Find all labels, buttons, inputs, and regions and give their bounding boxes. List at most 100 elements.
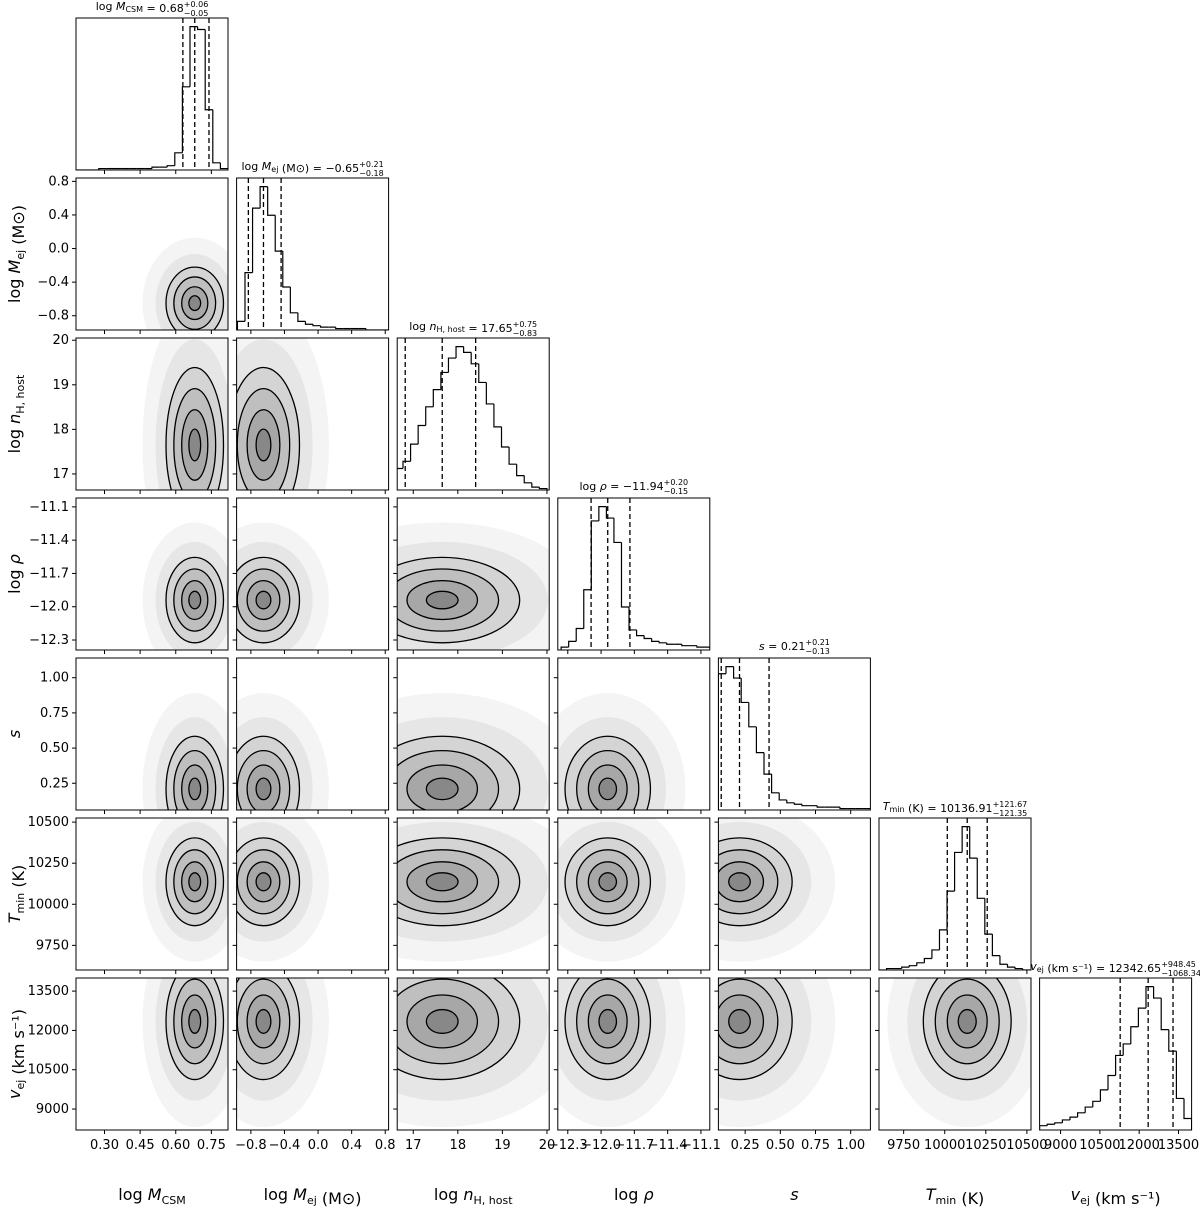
panel-frame [236, 177, 390, 331]
density-contour [564, 735, 652, 810]
error-minus: −1068.34 [1161, 969, 1200, 978]
x-tick-label: 18 [450, 1138, 467, 1153]
histogram-bin [1046, 1123, 1055, 1126]
histogram-bin [259, 186, 268, 209]
panel-frame [396, 817, 550, 971]
y-tick-label: 0.50 [40, 741, 69, 756]
x-tick-label: 1.00 [836, 1138, 865, 1153]
label-variable: s [5, 730, 24, 738]
error-plus: +948.45 [1161, 960, 1196, 969]
panel-title: Tmin (K) = 10136.91+121.67 −121.35 [883, 800, 1028, 818]
density-contour [236, 978, 313, 1101]
density-contour [188, 1008, 202, 1034]
histogram-bin [740, 678, 749, 704]
equals: = [607, 480, 623, 493]
density-contour [425, 1008, 459, 1034]
panel [397, 693, 550, 810]
label-prefix: log [5, 564, 24, 593]
histogram-bin [613, 518, 622, 544]
x-tick-label: 0.0 [308, 1138, 329, 1153]
x-axis-label: vej (km s⁻¹) [1071, 1185, 1161, 1208]
histogram-bin [620, 542, 630, 608]
histogram-bin [463, 346, 472, 353]
y-tick-label: 17 [52, 467, 69, 482]
histogram-bin [961, 826, 970, 853]
label-variable: T [883, 800, 891, 813]
x-axis-label: log MCSM [118, 1185, 185, 1207]
y-axis-label: log nH, host [5, 374, 27, 453]
x-tick-label: −11.4 [648, 1138, 688, 1153]
density-contour [142, 978, 228, 1128]
panel [1039, 978, 1192, 1130]
histogram-bin [931, 949, 940, 959]
label-suffix: (km s⁻¹) [1044, 962, 1093, 975]
panel-frame [396, 337, 550, 491]
panel-frame [75, 337, 229, 491]
error-minus: −0.15 [664, 487, 689, 496]
histogram-bin [1054, 1122, 1063, 1125]
label-prefix: log [96, 0, 116, 13]
histogram-bin [938, 929, 948, 950]
histogram-bin [335, 327, 344, 330]
histogram-bin [568, 640, 577, 648]
median-label: −11.94 [623, 480, 664, 493]
panel-frame [75, 177, 229, 331]
panel [236, 338, 329, 490]
density-contour [425, 777, 459, 801]
equals: = [924, 802, 940, 815]
histogram-bin [274, 215, 283, 252]
density-contour [165, 735, 225, 810]
panel [142, 237, 228, 330]
label-variable: s [759, 640, 765, 653]
panel-frame [236, 337, 390, 491]
density-contour [425, 590, 459, 610]
y-tick-label: 9750 [36, 938, 69, 953]
histogram-bin [763, 752, 772, 775]
panel-frame [557, 977, 711, 1131]
label-variable: T [5, 912, 24, 923]
panel [142, 338, 228, 490]
histogram-bin [1175, 1051, 1184, 1100]
histogram-bin [605, 506, 614, 519]
x-tick-label: −11.1 [681, 1138, 721, 1153]
label-variable: ρ [5, 554, 24, 564]
panel [397, 522, 550, 650]
panel-frame [717, 817, 871, 971]
panel-frame [396, 657, 550, 811]
histogram-bin [189, 26, 198, 87]
panel [397, 818, 550, 962]
label-subscript: CSM [125, 5, 143, 14]
x-tick-label: 0.25 [731, 1138, 760, 1153]
label-variable: M [5, 259, 24, 273]
histogram-bin [901, 966, 910, 969]
error-plus: +0.21 [805, 638, 830, 647]
x-tick-label: 0.50 [766, 1138, 795, 1153]
label-suffix: (M⊙) [9, 205, 28, 250]
panel-frame [557, 817, 711, 971]
label-prefix: log [5, 273, 24, 302]
median-label: 10136.91 [940, 802, 993, 815]
histogram-bin [793, 802, 802, 805]
density-contour [188, 295, 202, 312]
y-tick-label: −11.7 [29, 566, 69, 581]
histogram-bin [560, 646, 569, 650]
histogram-bin [417, 424, 426, 445]
histogram-bin [516, 464, 525, 477]
histogram-bin [733, 666, 742, 679]
histogram-bin [485, 382, 494, 405]
x-tick-label: 0.75 [801, 1138, 830, 1153]
y-tick-label: 18 [52, 422, 69, 437]
histogram-bin [470, 352, 479, 365]
equals: = [143, 2, 159, 15]
x-tick-label: −12.0 [581, 1138, 621, 1153]
panel [879, 818, 1031, 970]
panel [718, 658, 871, 810]
histogram-bin [1168, 1029, 1177, 1052]
y-axis-label: Tmin (K) [5, 865, 28, 924]
panel [236, 818, 329, 962]
panel [557, 818, 686, 962]
density-contour [397, 978, 548, 1101]
histogram-bin [219, 162, 228, 170]
y-tick-label: 10000 [28, 897, 69, 912]
histogram-bin [289, 286, 298, 314]
